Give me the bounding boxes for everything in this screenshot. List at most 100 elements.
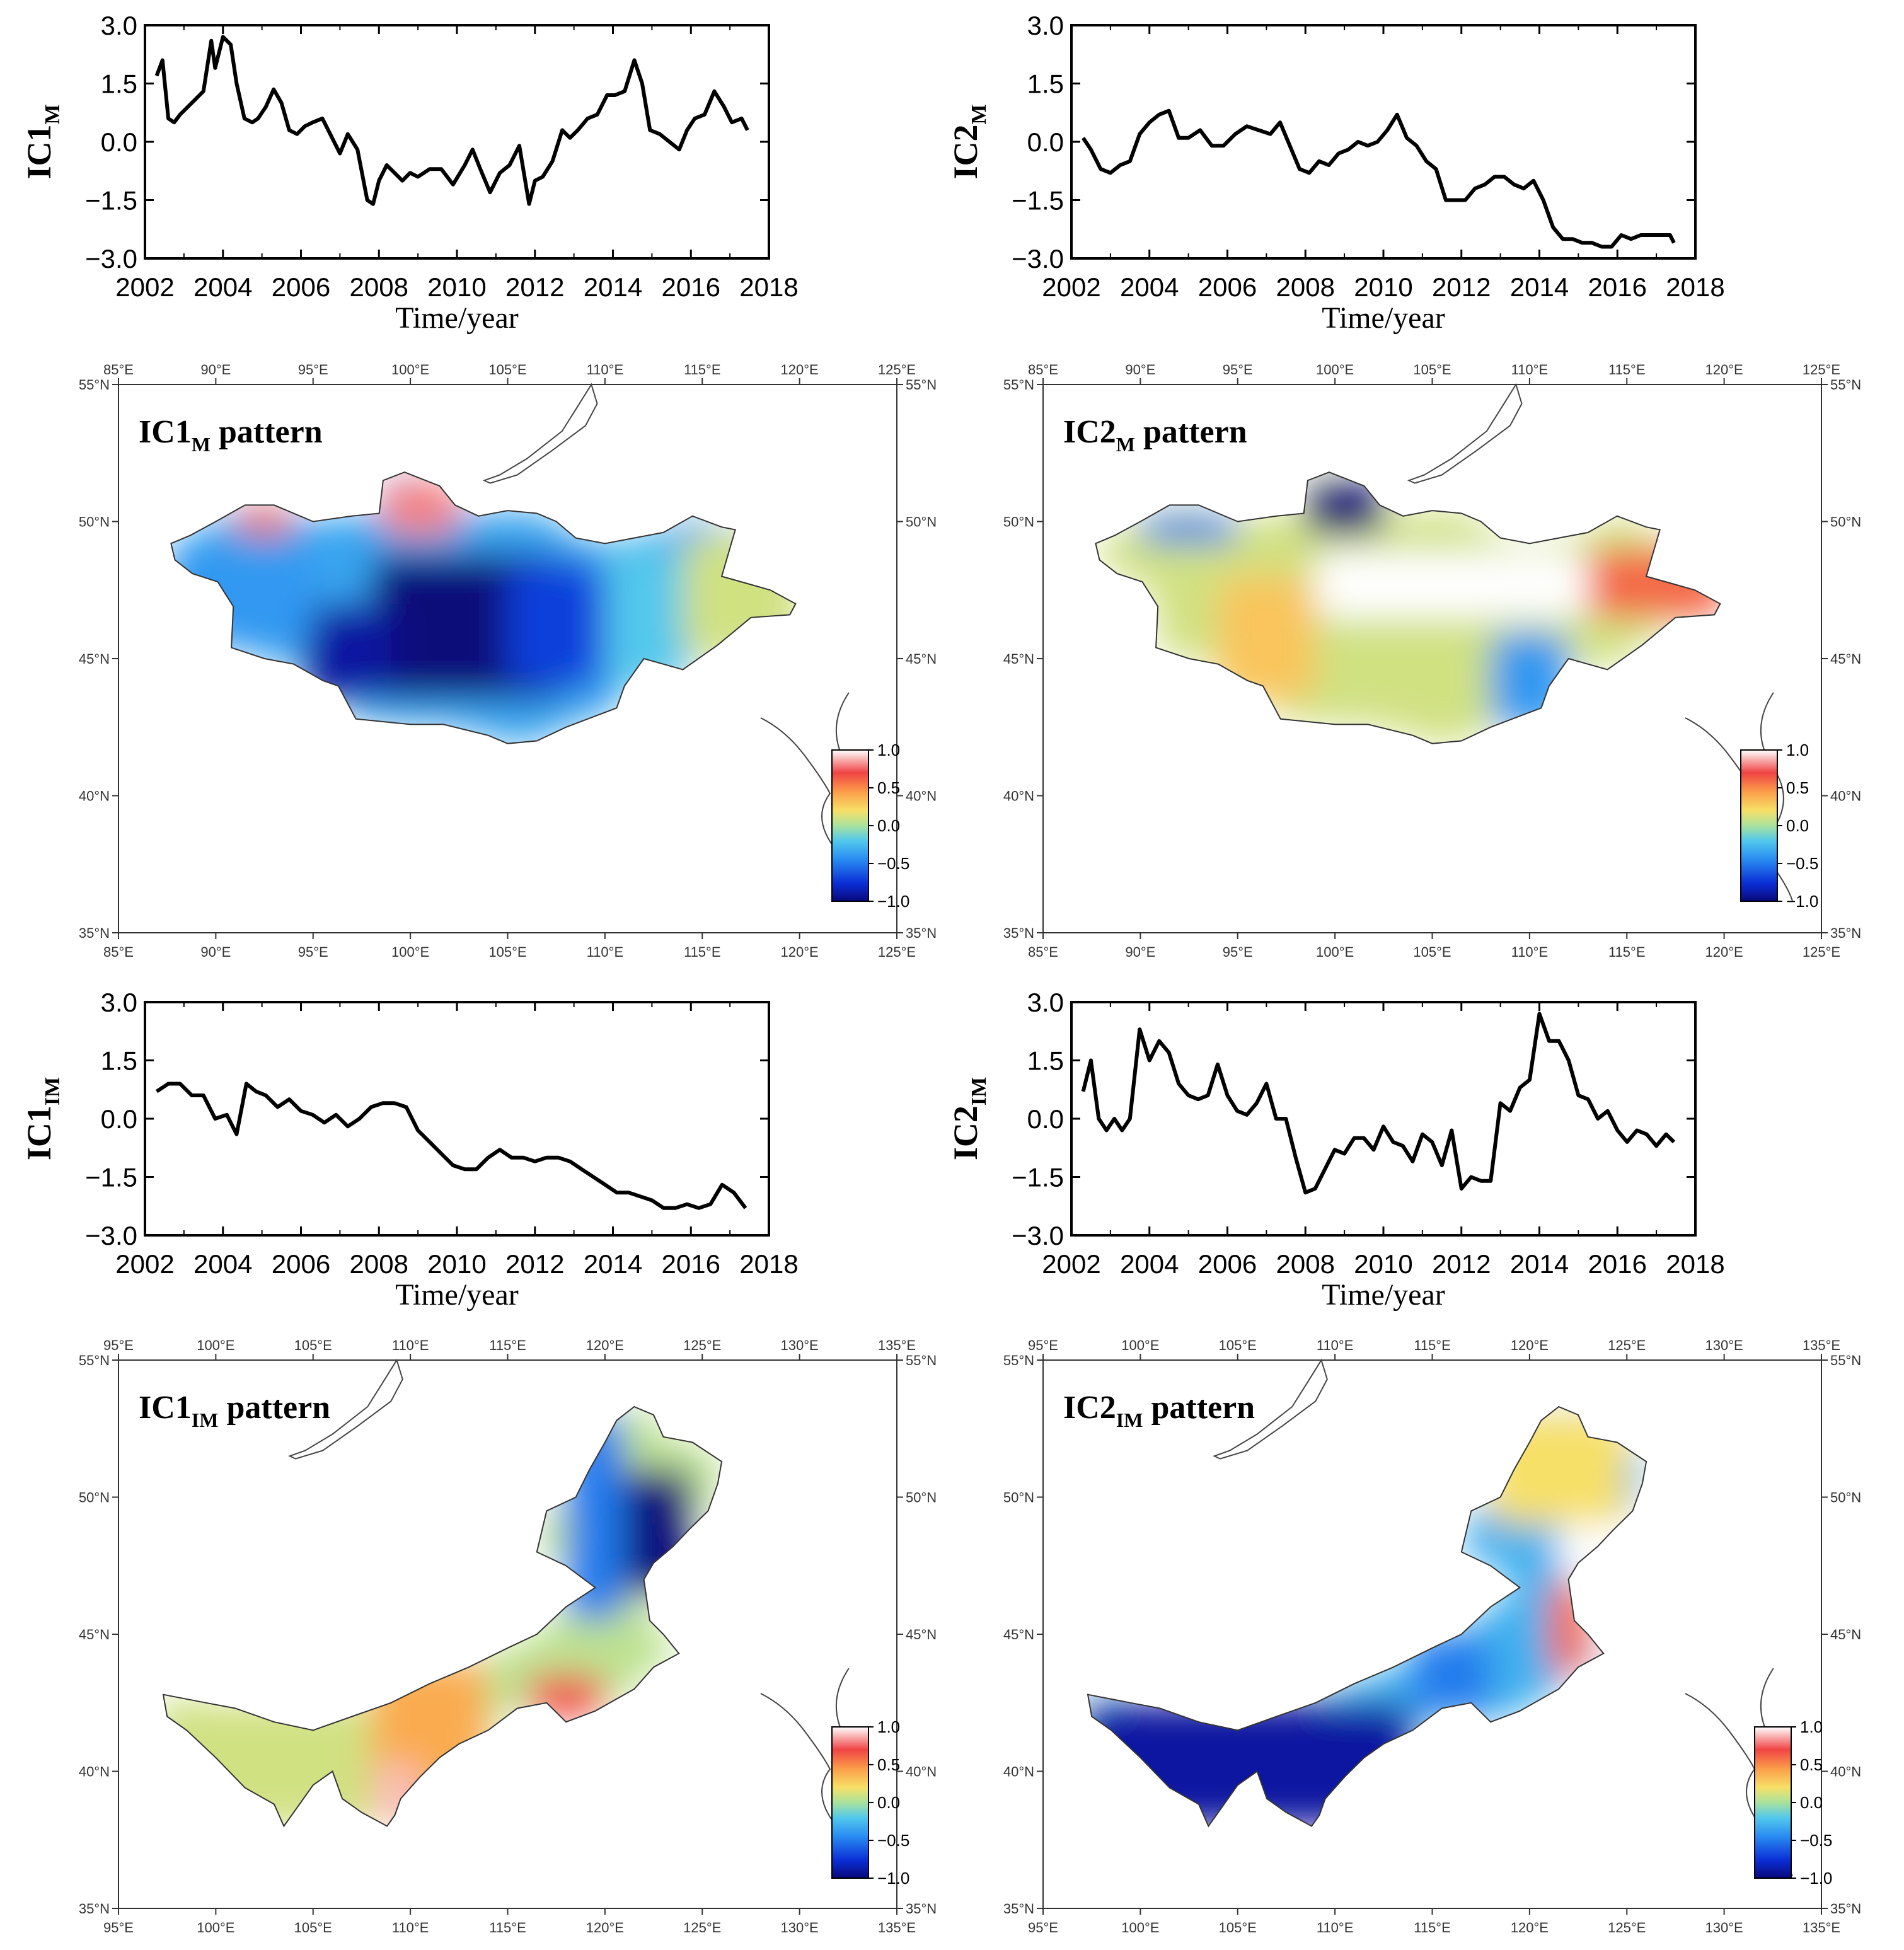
lon-label-bottom: 125°E [1803,944,1840,960]
lat-label-left: 50°N [79,514,110,530]
x-tick-label: 2004 [1120,1249,1179,1279]
lon-label-bottom: 105°E [294,1920,332,1936]
ic1im-pattern-map: 95°E 95°E 100°E 100°E 105°E 105°E 110°E 110°E 11… [79,1337,937,1936]
x-tick-label: 2008 [350,272,408,302]
x-tick-label: 2012 [1432,272,1491,302]
y-tick-label: −3.0 [85,244,137,274]
lat-label-right: 40°N [906,788,937,804]
lon-label-bottom: 95°E [1223,944,1253,960]
lon-label-bottom: 100°E [1121,1920,1159,1936]
y-axis-label-sub: M [967,104,991,124]
colorbar-label: −0.5 [1786,854,1818,873]
lon-label-top: 95°E [1028,1337,1058,1353]
lake-outline [288,1358,403,1460]
colorbar-label: 0.5 [1786,778,1809,797]
y-tick-label: 3.0 [101,11,137,40]
lon-label-top: 85°E [103,362,134,378]
y-axis-label: IC2IM [947,1077,991,1160]
lat-label-right: 50°N [1830,514,1861,530]
lon-label-bottom: 110°E [392,1920,429,1936]
lat-label-left: 50°N [1003,514,1034,530]
lat-label-right: 40°N [906,1764,937,1780]
plot-frame [1070,24,1697,260]
lon-label-bottom: 110°E [587,944,624,960]
y-tick-label: 1.5 [101,69,137,99]
pattern-blur-layer [1095,472,1721,744]
lat-label-left: 55°N [79,1353,110,1368]
colorbar-label: −1.0 [877,892,909,911]
pattern-zone [1315,617,1491,713]
lon-label-top: 105°E [1219,1337,1257,1353]
x-tick-label: 2010 [427,272,486,302]
x-axis-label: Time/year [1322,301,1445,335]
y-tick-label: 3.0 [101,988,137,1017]
lon-label-top: 105°E [294,1337,332,1353]
lat-label-left: 55°N [1003,1353,1034,1368]
lon-label-top: 100°E [1121,1337,1159,1353]
lat-label-left: 55°N [1003,377,1034,393]
x-tick-label: 2018 [739,1249,798,1279]
lon-label-bottom: 120°E [586,1920,624,1936]
x-tick-label: 2002 [115,1249,174,1279]
lon-label-top: 90°E [200,362,231,378]
series-line [154,35,749,206]
lat-label-right: 40°N [1830,1764,1861,1780]
map-title-sub: IM [1116,1409,1143,1431]
lat-label-right: 50°N [1830,1490,1861,1506]
lon-label-top: 120°E [586,1337,624,1353]
lat-label-left: 35°N [79,925,110,941]
lon-label-top: 110°E [1511,362,1549,378]
x-tick-label: 2002 [1042,1249,1100,1279]
x-tick-label: 2014 [1510,272,1569,302]
series-line [155,1082,747,1210]
x-tick-label: 2006 [272,1249,330,1279]
x-tick-label: 2016 [1588,272,1647,302]
lon-label-bottom: 90°E [200,944,231,960]
lat-label-right: 35°N [1830,925,1861,941]
lat-label-right: 35°N [906,1901,937,1917]
lat-label-left: 35°N [1003,1901,1034,1917]
map-title-suffix: pattern [1135,414,1247,450]
pattern-zone [604,549,683,686]
lon-label-top: 130°E [1705,1337,1743,1353]
y-axis-label-main: IC2 [947,1105,984,1160]
lon-label-top: 110°E [392,1337,429,1353]
series-line [1081,1012,1676,1195]
lon-label-bottom: 125°E [1608,1920,1646,1936]
lat-label-right: 55°N [906,1353,937,1368]
lat-label-right: 50°N [906,1490,937,1506]
x-tick-label: 2006 [1198,272,1257,302]
pattern-zone [1140,516,1238,544]
pattern-blur-layer [171,472,796,744]
y-tick-label: −1.5 [1012,1163,1064,1192]
y-axis-label-sub: IM [41,1077,64,1105]
colorbar-label: 1.0 [877,1717,900,1736]
colorbar-label: −1.0 [1800,1869,1832,1888]
lon-label-bottom: 110°E [1511,944,1549,960]
colorbar-label: 0.5 [877,1755,900,1774]
y-axis-label-main: IC1 [20,125,58,180]
plot-frame [144,24,770,260]
lake-outline [482,383,598,484]
map-title: IC2IM pattern [1063,1390,1255,1431]
lon-label-top: 85°E [1028,362,1058,378]
lon-label-bottom: 105°E [488,944,526,960]
x-tick-label: 2016 [662,1249,720,1279]
pattern-zone [1315,551,1588,618]
lat-label-right: 55°N [1830,1353,1861,1368]
lon-label-bottom: 125°E [683,1920,721,1936]
lon-label-top: 115°E [1414,1337,1451,1353]
x-tick-label: 2014 [1510,1249,1569,1279]
pattern-field [1095,472,1721,744]
map-title-main: IC2 [1063,1390,1116,1426]
x-tick-label: 2018 [739,272,798,302]
lat-label-left: 40°N [79,1764,110,1780]
map-title-sub: M [192,433,211,456]
x-tick-label: 2010 [427,1249,486,1279]
lon-label-top: 95°E [103,1337,134,1353]
lon-label-bottom: 110°E [1317,1920,1354,1936]
y-tick-label: 3.0 [1027,11,1064,40]
lon-label-top: 120°E [1511,1337,1549,1353]
y-axis-label-main: IC1 [20,1105,58,1160]
x-tick-label: 2014 [584,1249,642,1279]
